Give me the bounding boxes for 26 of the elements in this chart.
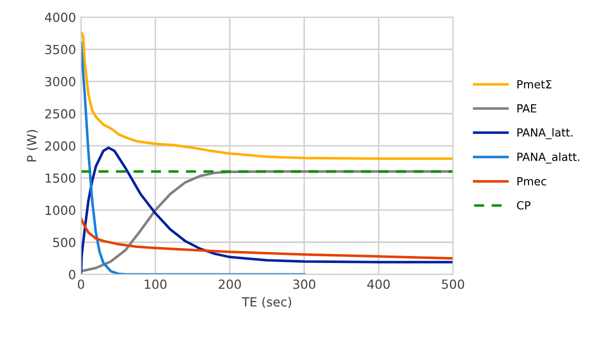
y-tick-label: 4000	[44, 12, 76, 22]
y-tick-label: 3500	[45, 44, 76, 54]
y-tick-label: 1500	[46, 173, 76, 183]
legend-label: CP	[517, 201, 530, 210]
line-series	[81, 32, 453, 160]
legend-label: PmetΣ	[517, 80, 552, 88]
line-series	[81, 42, 306, 274]
x-tick-label: 0	[78, 279, 84, 289]
legend-label: PANA_alatt.	[517, 152, 580, 164]
y-tick-label: 500	[53, 238, 76, 248]
line-series	[81, 217, 453, 260]
y-axis-title: P (W)	[26, 130, 38, 162]
y-tick-label: 1000	[46, 206, 76, 216]
x-tick-label: 100	[144, 279, 166, 289]
x-axis-title: TE (sec)	[242, 296, 292, 308]
y-tick-label: 3000	[45, 76, 76, 86]
x-tick-label: 300	[293, 279, 316, 289]
y-tick-label: 0	[69, 270, 76, 280]
x-tick-label: 500	[442, 279, 464, 289]
y-tick-label: 2000	[45, 141, 76, 151]
x-tick-label: 400	[367, 279, 390, 289]
legend-label: PAE	[517, 104, 536, 112]
legend-label: Pmec	[517, 177, 546, 186]
legend-label: PANA_latt.	[517, 128, 572, 140]
y-tick-label: 2500	[45, 109, 76, 119]
x-tick-label: 200	[218, 279, 241, 289]
